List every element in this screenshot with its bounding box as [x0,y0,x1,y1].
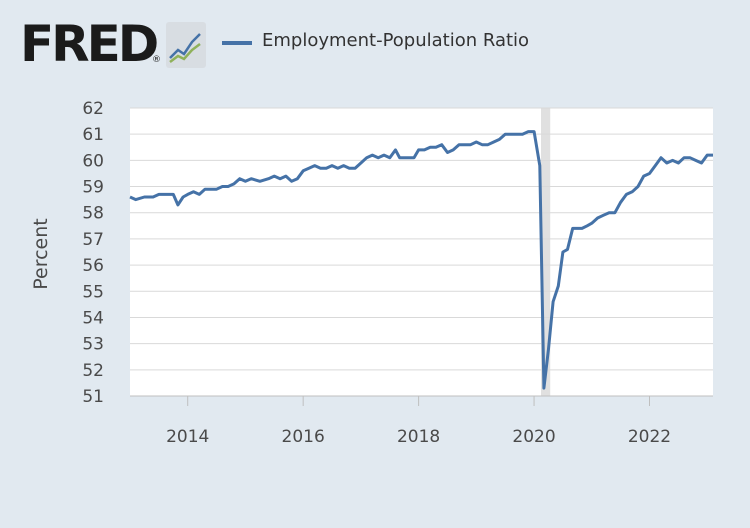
x-tick-label: 2014 [166,427,209,447]
y-tick-label: 60 [82,151,104,171]
y-tick-label: 52 [82,361,104,381]
y-axis-label: Percent [30,218,52,290]
y-tick-label: 51 [82,387,104,407]
y-tick-label: 57 [82,230,104,250]
legend-label[interactable]: Employment-Population Ratio [262,30,530,51]
x-tick-label: 2022 [628,427,671,447]
x-tick-label: 2016 [282,427,325,447]
y-tick-label: 62 [82,99,104,119]
line-graph-icon [166,22,206,68]
y-axis-ticks: 51 52 53 54 55 56 57 58 59 60 61 62 [82,99,104,407]
y-tick-label: 59 [82,178,104,198]
x-axis-ticks: 2014 2016 2018 2020 2022 [130,395,713,447]
y-tick-label: 53 [82,335,104,355]
registered-mark: ® [152,55,161,65]
y-tick-label: 58 [82,204,104,224]
x-tick-label: 2020 [512,427,555,447]
y-tick-label: 55 [82,282,104,302]
y-tick-label: 61 [82,125,104,145]
y-tick-label: 54 [82,308,104,328]
fred-logo: FRED [20,15,159,73]
plot-area [130,108,713,396]
y-tick-label: 56 [82,256,104,276]
recession-band [540,108,551,396]
legend-swatch [222,41,252,45]
x-tick-label: 2018 [397,427,440,447]
series-line[interactable] [129,130,713,390]
chart-header: FRED ® Employment-Population Ratio [0,0,750,90]
